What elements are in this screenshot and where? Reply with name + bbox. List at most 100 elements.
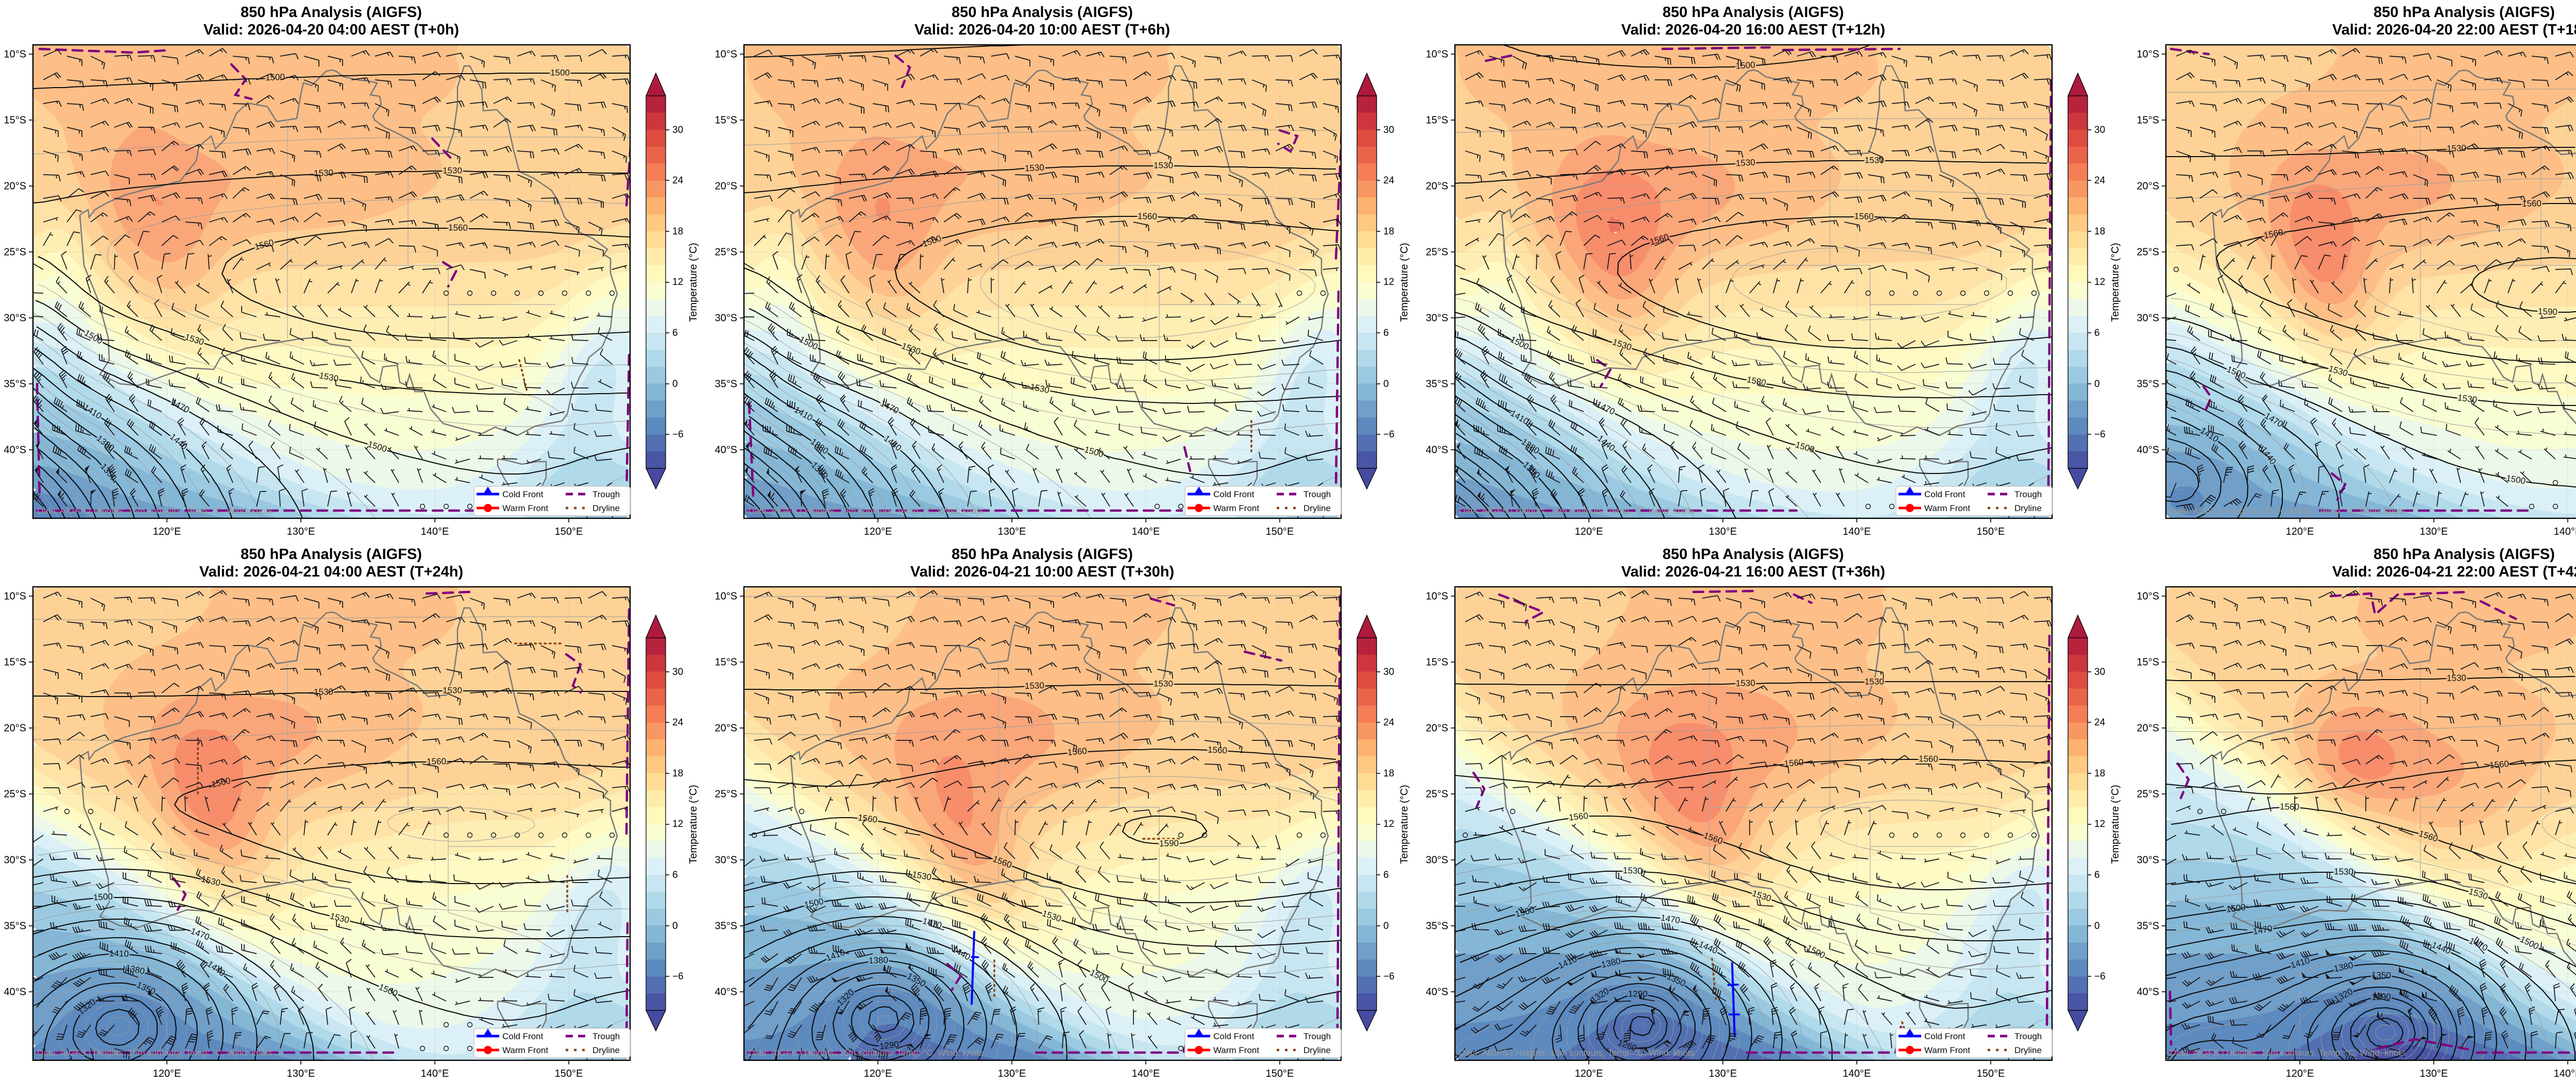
svg-text:1530: 1530 [2575, 142, 2576, 152]
svg-text:140°E: 140°E [2554, 1068, 2576, 1079]
svg-text:40°S: 40°S [2137, 986, 2159, 997]
svg-text:20°S: 20°S [2137, 180, 2159, 192]
svg-text:20°S: 20°S [1426, 722, 1448, 734]
svg-text:30°S: 30°S [715, 854, 737, 866]
svg-text:850 hPa Analysis (AIGFS): 850 hPa Analysis (AIGFS) [1663, 4, 1844, 21]
svg-text:120°E: 120°E [1575, 1068, 1603, 1079]
svg-text:130°E: 130°E [2420, 526, 2448, 537]
svg-text:20°S: 20°S [4, 722, 26, 734]
svg-text:10°S: 10°S [1426, 590, 1448, 602]
svg-text:35°S: 35°S [715, 920, 737, 931]
svg-text:150°E: 150°E [1977, 526, 2005, 537]
svg-text:130°E: 130°E [1709, 1068, 1737, 1079]
svg-text:120°E: 120°E [864, 1068, 892, 1079]
svg-text:1530: 1530 [1623, 866, 1642, 876]
svg-text:140°E: 140°E [2554, 526, 2576, 537]
svg-text:15°S: 15°S [1426, 114, 1448, 126]
svg-text:Valid: 2026-04-20 10:00 AEST (: Valid: 2026-04-20 10:00 AEST (T+6h) [914, 22, 1170, 38]
svg-text:150°E: 150°E [1266, 1068, 1294, 1079]
svg-text:10°S: 10°S [715, 48, 737, 60]
svg-text:1410: 1410 [109, 948, 129, 959]
svg-text:150°E: 150°E [555, 526, 583, 537]
svg-text:Data: AIGFS | Heights: 15m con: Data: AIGFS | Heights: 15m contours, Tem… [748, 506, 984, 516]
svg-text:40°S: 40°S [4, 986, 26, 997]
svg-text:10°S: 10°S [2137, 590, 2159, 602]
svg-text:140°E: 140°E [421, 526, 449, 537]
svg-text:30°S: 30°S [1426, 854, 1448, 866]
svg-text:1560: 1560 [1919, 754, 1938, 764]
svg-text:15°S: 15°S [1426, 656, 1448, 668]
svg-text:1530: 1530 [314, 168, 333, 178]
svg-text:30°S: 30°S [2137, 312, 2159, 324]
svg-text:1530: 1530 [314, 687, 333, 697]
svg-text:130°E: 130°E [1709, 526, 1737, 537]
svg-text:10°S: 10°S [1426, 48, 1448, 60]
svg-text:1560: 1560 [1067, 746, 1087, 757]
svg-text:Valid: 2026-04-20 16:00 AEST (: Valid: 2026-04-20 16:00 AEST (T+12h) [1621, 22, 1885, 38]
svg-text:35°S: 35°S [2137, 378, 2159, 389]
svg-text:35°S: 35°S [1426, 920, 1448, 931]
svg-text:Valid: 2026-04-21 22:00 AEST (: Valid: 2026-04-21 22:00 AEST (T+42h) [2332, 564, 2576, 580]
svg-text:10°S: 10°S [4, 48, 26, 60]
svg-text:35°S: 35°S [4, 920, 26, 931]
svg-text:850 hPa Analysis (AIGFS): 850 hPa Analysis (AIGFS) [2374, 546, 2555, 563]
svg-text:25°S: 25°S [1426, 246, 1448, 258]
svg-text:25°S: 25°S [2137, 246, 2159, 258]
svg-text:10°S: 10°S [2137, 48, 2159, 60]
svg-text:850 hPa Analysis (AIGFS): 850 hPa Analysis (AIGFS) [241, 546, 422, 563]
svg-text:1560: 1560 [1138, 211, 1157, 222]
svg-text:20°S: 20°S [715, 722, 737, 734]
svg-text:25°S: 25°S [1426, 788, 1448, 800]
svg-text:1560: 1560 [1208, 745, 1228, 756]
svg-text:35°S: 35°S [4, 378, 26, 389]
svg-text:Valid: 2026-04-21 04:00 AEST (: Valid: 2026-04-21 04:00 AEST (T+24h) [199, 564, 463, 580]
svg-text:1560: 1560 [1854, 211, 1874, 222]
svg-text:130°E: 130°E [998, 1068, 1026, 1079]
svg-text:1500: 1500 [550, 67, 570, 77]
svg-text:120°E: 120°E [153, 526, 181, 537]
svg-text:30°S: 30°S [2137, 854, 2159, 866]
svg-text:Valid: 2026-04-21 16:00 AEST (: Valid: 2026-04-21 16:00 AEST (T+36h) [1621, 564, 1885, 580]
svg-text:1530: 1530 [2447, 673, 2466, 683]
svg-text:150°E: 150°E [555, 1068, 583, 1079]
svg-text:1560: 1560 [448, 223, 468, 233]
svg-text:Data: AIGFS | Heights: 15m con: Data: AIGFS | Heights: 15m contours, Tem… [748, 1048, 984, 1058]
svg-text:140°E: 140°E [1843, 1068, 1871, 1079]
svg-text:120°E: 120°E [153, 1068, 181, 1079]
svg-text:20°S: 20°S [1426, 180, 1448, 192]
svg-text:30°S: 30°S [715, 312, 737, 324]
svg-text:1530: 1530 [1025, 681, 1044, 691]
svg-text:1500: 1500 [265, 72, 285, 82]
svg-text:130°E: 130°E [2420, 1068, 2448, 1079]
svg-text:40°S: 40°S [1426, 986, 1448, 997]
svg-text:1590: 1590 [2538, 307, 2557, 317]
svg-text:1560: 1560 [857, 812, 878, 824]
svg-text:1530: 1530 [2334, 867, 2353, 877]
svg-text:40°S: 40°S [1426, 444, 1448, 455]
svg-text:10°S: 10°S [715, 590, 737, 602]
svg-text:140°E: 140°E [421, 1068, 449, 1079]
svg-text:1560: 1560 [427, 756, 446, 767]
svg-text:1290: 1290 [1628, 989, 1648, 998]
svg-text:1380: 1380 [869, 955, 888, 966]
svg-text:1530: 1530 [1865, 676, 1884, 686]
svg-text:1530: 1530 [1154, 679, 1173, 688]
svg-text:1530: 1530 [1025, 163, 1045, 174]
svg-text:25°S: 25°S [2137, 788, 2159, 800]
svg-text:40°S: 40°S [4, 444, 26, 455]
svg-text:140°E: 140°E [1843, 526, 1871, 537]
svg-text:25°S: 25°S [4, 788, 26, 800]
svg-text:1350: 1350 [2371, 970, 2391, 980]
svg-text:15°S: 15°S [4, 656, 26, 668]
svg-text:Valid: 2026-04-21 10:00 AEST (: Valid: 2026-04-21 10:00 AEST (T+30h) [910, 564, 1174, 580]
svg-text:15°S: 15°S [2137, 656, 2159, 668]
svg-text:120°E: 120°E [2286, 526, 2314, 537]
svg-text:Data: AIGFS | Heights: 15m con: Data: AIGFS | Heights: 15m contours, Tem… [1459, 506, 1694, 516]
svg-text:40°S: 40°S [715, 444, 737, 455]
svg-text:150°E: 150°E [1266, 526, 1294, 537]
svg-text:20°S: 20°S [4, 180, 26, 192]
svg-text:10°S: 10°S [4, 590, 26, 602]
svg-text:1530: 1530 [1736, 158, 1756, 168]
svg-text:25°S: 25°S [715, 788, 737, 800]
svg-text:1560: 1560 [1568, 811, 1589, 823]
